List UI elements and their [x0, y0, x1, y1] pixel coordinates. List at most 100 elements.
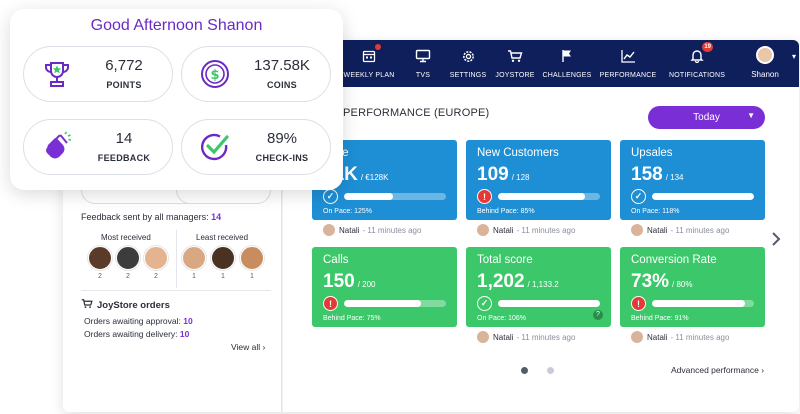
chevron-right-icon[interactable]: [770, 230, 784, 250]
stat-card-check-ins[interactable]: 89% CHECK-INS: [181, 119, 331, 175]
chart-line-icon: [618, 46, 638, 66]
alert-icon: !: [631, 296, 646, 311]
orders-awaiting-approval: Orders awaiting approval: 10: [84, 316, 193, 326]
nav-label: JOYSTORE: [495, 72, 535, 79]
clapping-hands-icon: [38, 128, 76, 166]
stat-card-points[interactable]: 6,772 POINTS: [23, 46, 173, 102]
kpi-actual: 150: [323, 271, 355, 292]
avatar[interactable]: [182, 246, 206, 270]
period-dropdown[interactable]: Today ▼: [648, 106, 765, 129]
stat-card-peek: [176, 190, 271, 204]
kpi-progress-fill: [498, 193, 585, 200]
avatar[interactable]: [116, 246, 140, 270]
nav-challenges[interactable]: CHALLENGES: [542, 44, 591, 84]
kpi-card[interactable]: Upsales 158/ 134 ✓ On Pace: 118%: [620, 140, 765, 220]
feedback-summary: Feedback sent by all managers: 14: [81, 212, 221, 222]
feedback-value: 14: [115, 130, 133, 147]
user-avatar: [756, 46, 774, 64]
avatar[interactable]: [240, 246, 264, 270]
avatar[interactable]: [211, 246, 235, 270]
check-ins-label: CHECK-INS: [255, 153, 309, 163]
kpi-card[interactable]: Total score 1,202/ 1,133.2 ✓ On Pace: 106%?: [466, 247, 611, 327]
view-all-link[interactable]: View all ›: [231, 342, 265, 352]
owner-name: Natali: [339, 225, 360, 235]
checkmark-circle-icon: [196, 128, 234, 166]
advanced-performance-label: Advanced performance: [671, 365, 759, 375]
orders-awaiting-approval-label: Orders awaiting approval:: [84, 316, 181, 326]
kpi-card[interactable]: Conversion Rate 73%/ 80%! Behind Pace: 91%: [620, 247, 765, 327]
nav-settings[interactable]: SETTINGS: [450, 44, 486, 84]
checkmark-circle-icon: ✓: [477, 296, 492, 311]
owner-name: Natali: [647, 225, 668, 235]
advanced-performance-link[interactable]: Advanced performance ›: [671, 365, 764, 375]
kpi-actual: 1,202: [477, 271, 525, 292]
check-ins-value: 89%: [266, 130, 298, 147]
stat-card-coins[interactable]: $ 137.58K COINS: [181, 46, 331, 102]
updated-time: - 11 minutes ago: [670, 225, 730, 235]
cart-icon: [81, 298, 93, 312]
kpi-progress-fill: [652, 193, 754, 200]
period-value: Today: [693, 112, 720, 123]
kpi-progress-fill: [344, 300, 421, 307]
avatar[interactable]: [88, 246, 112, 270]
bell-icon: 19: [687, 42, 713, 66]
kpi-target: / €128K: [360, 173, 389, 182]
kpi-updated-by: Natali - 11 minutes ago: [323, 223, 421, 237]
kpi-target: / 128: [511, 173, 530, 182]
kpi-value: 109/ 128: [477, 164, 530, 186]
stat-card-feedback[interactable]: 14 FEEDBACK: [23, 119, 173, 175]
kpi-card[interactable]: Calls 150/ 200! Behind Pace: 75%: [312, 247, 457, 327]
avatar-count: 1: [221, 273, 225, 280]
user-menu[interactable]: Shanon: [741, 44, 789, 84]
nav-performance[interactable]: PERFORMANCE: [600, 44, 656, 84]
avatar: [477, 224, 489, 236]
kpi-target: / 1,133.2: [527, 280, 559, 289]
kpi-pace: Behind Pace: 75%: [323, 315, 381, 322]
nav-weekly-plan[interactable]: WEEKLY PLAN: [343, 44, 395, 84]
owner-name: Natali: [493, 225, 514, 235]
kpi-progress-bar: [652, 300, 754, 307]
nav-notifications[interactable]: 19 NOTIFICATIONS: [668, 42, 726, 84]
kpi-card[interactable]: New Customers 109/ 128! Behind Pace: 85%: [466, 140, 611, 220]
chevron-right-icon: ›: [262, 342, 266, 352]
orders-awaiting-delivery-label: Orders awaiting delivery:: [84, 329, 178, 339]
kpi-target: / 134: [665, 173, 684, 182]
calendar-dot-badge: [375, 44, 381, 50]
chevron-down-icon[interactable]: ▾: [792, 52, 797, 61]
kpi-progress-bar: [652, 193, 754, 200]
calendar-icon: [359, 44, 381, 66]
checkmark-circle-icon: ✓: [631, 189, 646, 204]
feedback-summary-count: 14: [211, 212, 222, 222]
nav-joystore[interactable]: JOYSTORE: [495, 44, 535, 84]
kpi-updated-by: Natali - 11 minutes ago: [631, 223, 729, 237]
cart-icon: [505, 46, 525, 66]
kpi-value: 1,202/ 1,133.2: [477, 271, 559, 293]
nav-label: NOTIFICATIONS: [668, 72, 726, 79]
user-name: Shanon: [751, 70, 779, 79]
greeting-text: Good Afternoon Shanon: [90, 17, 263, 34]
kpi-title: Calls: [323, 254, 349, 266]
avatar: [631, 331, 643, 343]
avatar-count: 1: [192, 273, 196, 280]
avatar[interactable]: [144, 246, 168, 270]
kpi-updated-by: Natali - 11 minutes ago: [631, 330, 729, 344]
dollar-coin-icon: $: [196, 55, 234, 93]
alert-icon: !: [477, 189, 492, 204]
nav-label: SETTINGS: [449, 72, 487, 79]
checkmark-circle-icon: ✓: [323, 189, 338, 204]
feedback-label: FEEDBACK: [97, 153, 151, 163]
nav-tvs[interactable]: TVS: [408, 44, 438, 84]
carousel-dot[interactable]: [547, 367, 554, 374]
carousel-dot-active[interactable]: [521, 367, 528, 374]
kpi-target: / 200: [357, 280, 376, 289]
avatar-count: 2: [126, 273, 130, 280]
greeting-panel: Good Afternoon Shanon 6,772 POINTS $ 137…: [10, 9, 343, 190]
help-icon[interactable]: ?: [593, 310, 603, 320]
orders-awaiting-approval-count: 10: [183, 316, 193, 326]
kpi-actual: 109: [477, 164, 509, 185]
points-value: 6,772: [105, 57, 143, 74]
kpi-title: Upsales: [631, 147, 673, 159]
performance-title: PERFORMANCE (EUROPE): [343, 107, 490, 119]
owner-name: Natali: [647, 332, 668, 342]
kpi-value: 158/ 134: [631, 164, 684, 186]
